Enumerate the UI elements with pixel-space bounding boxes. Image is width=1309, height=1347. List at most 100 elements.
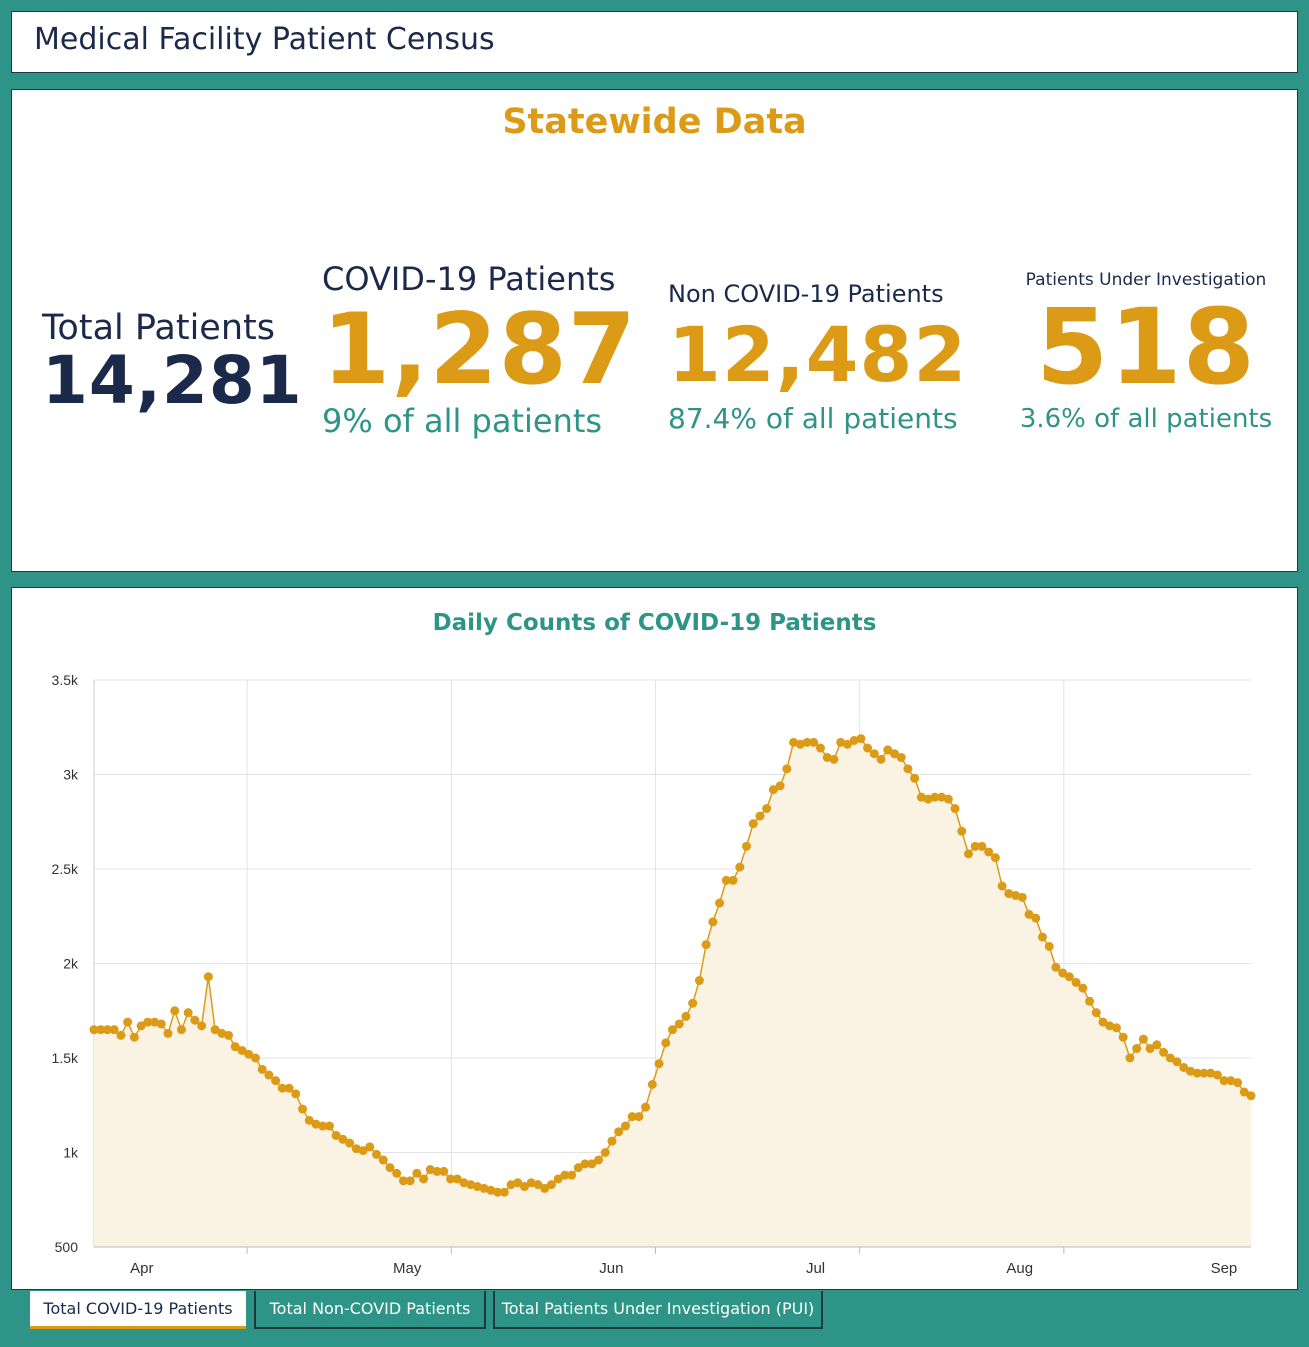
x-tick-label: Apr: [130, 1260, 153, 1277]
data-point: [203, 972, 213, 982]
data-point: [560, 1170, 570, 1180]
data-point: [782, 764, 792, 774]
data-point: [304, 1115, 314, 1125]
data-point: [694, 976, 704, 986]
data-point: [607, 1136, 617, 1146]
x-tick-label: Jul: [806, 1260, 825, 1277]
data-point: [1138, 1034, 1148, 1044]
data-point: [540, 1183, 550, 1193]
tab-total-pui[interactable]: Total Patients Under Investigation (PUI): [493, 1291, 823, 1329]
chart-panel: Daily Counts of COVID-19 Patients 500 1k 1…: [11, 587, 1298, 1290]
data-point: [647, 1079, 657, 1089]
data-point: [634, 1112, 644, 1122]
data-point: [674, 1019, 684, 1029]
data-point: [883, 745, 893, 755]
data-point: [1165, 1053, 1175, 1063]
data-point: [1132, 1044, 1142, 1054]
data-point: [715, 898, 725, 908]
data-point: [641, 1102, 651, 1112]
data-point: [735, 862, 745, 872]
data-point: [163, 1028, 173, 1038]
data-point: [1145, 1044, 1155, 1054]
data-point: [1199, 1068, 1209, 1078]
data-point: [385, 1163, 395, 1173]
data-point: [284, 1083, 294, 1093]
data-point: [493, 1187, 503, 1197]
total-patients-value: 14,281: [42, 342, 303, 419]
data-point: [318, 1121, 328, 1131]
data-point: [210, 1025, 220, 1035]
data-point: [963, 849, 973, 859]
data-point: [89, 1025, 99, 1035]
data-point: [372, 1149, 382, 1159]
data-point: [398, 1176, 408, 1186]
data-point: [1071, 977, 1081, 987]
data-point: [298, 1104, 308, 1114]
data-point: [546, 1180, 556, 1190]
data-point: [446, 1174, 456, 1184]
statewide-panel: Statewide Data Total Patients 14,281 COV…: [11, 89, 1298, 572]
series-area: [94, 738, 1251, 1247]
data-point: [291, 1089, 301, 1099]
data-point: [721, 875, 731, 885]
data-point: [432, 1166, 442, 1176]
x-tick-label: Sep: [1211, 1260, 1238, 1277]
covid-patients-stat: COVID-19 Patients 1,287 9% of all patien…: [322, 260, 636, 440]
data-point: [741, 841, 751, 851]
data-point: [520, 1182, 530, 1192]
data-point: [1098, 1017, 1108, 1027]
total-patients-label: Total Patients: [42, 308, 275, 348]
non-covid-patients-value: 12,482: [668, 310, 968, 399]
data-point: [768, 785, 778, 795]
page-title: Medical Facility Patient Census: [34, 22, 495, 57]
x-tick-label: Aug: [1006, 1260, 1033, 1277]
data-point: [257, 1064, 267, 1074]
data-point: [930, 792, 940, 802]
data-point: [957, 826, 967, 836]
data-point: [197, 1021, 207, 1031]
data-point: [156, 1019, 166, 1029]
data-point: [728, 875, 738, 885]
data-point: [419, 1174, 429, 1184]
data-point: [392, 1168, 402, 1178]
data-point: [1212, 1070, 1222, 1080]
data-point: [573, 1163, 583, 1173]
y-tick-label: 1k: [63, 1145, 79, 1161]
non-covid-patients-pct: 87.4% of all patients: [668, 402, 958, 435]
data-point: [970, 841, 980, 851]
data-point: [1125, 1053, 1135, 1063]
data-point: [809, 737, 819, 747]
tab-total-covid[interactable]: Total COVID-19 Patients: [30, 1291, 246, 1329]
covid-patients-pct: 9% of all patients: [322, 402, 603, 440]
data-point: [594, 1155, 604, 1165]
non-covid-patients-stat: Non COVID-19 Patients 12,482 87.4% of al…: [668, 280, 968, 435]
data-point: [439, 1166, 449, 1176]
data-point: [802, 737, 812, 747]
data-point: [452, 1174, 462, 1184]
data-point: [903, 764, 913, 774]
data-point: [829, 754, 839, 764]
data-point: [1017, 892, 1027, 902]
tab-total-non-covid[interactable]: Total Non-COVID Patients: [254, 1291, 486, 1329]
data-point: [224, 1030, 234, 1040]
data-point: [176, 1025, 186, 1035]
y-tick-label: 2.5k: [52, 861, 79, 877]
data-point: [1192, 1068, 1202, 1078]
section-title: Statewide Data: [502, 102, 807, 142]
header-bar: Medical Facility Patient Census: [11, 11, 1298, 73]
y-tick-label: 1.5k: [52, 1050, 79, 1066]
data-point: [688, 998, 698, 1008]
data-point: [654, 1059, 664, 1069]
y-tick-label: 3k: [63, 767, 79, 783]
data-point: [580, 1159, 590, 1169]
data-point: [358, 1146, 368, 1156]
data-point: [96, 1025, 106, 1035]
data-point: [856, 734, 866, 744]
total-patients-stat: Total Patients 14,281: [42, 308, 303, 419]
data-point: [1219, 1076, 1229, 1086]
chart-title: Daily Counts of COVID-19 Patients: [432, 610, 877, 636]
data-point: [183, 1008, 193, 1018]
data-point: [1111, 1023, 1121, 1033]
data-point: [863, 743, 873, 753]
covid-daily-chart: 500 1k 1.5k 2k 2.5k 3k 3.5k Apr May Jun Jul Aug Sep: [52, 672, 1256, 1277]
